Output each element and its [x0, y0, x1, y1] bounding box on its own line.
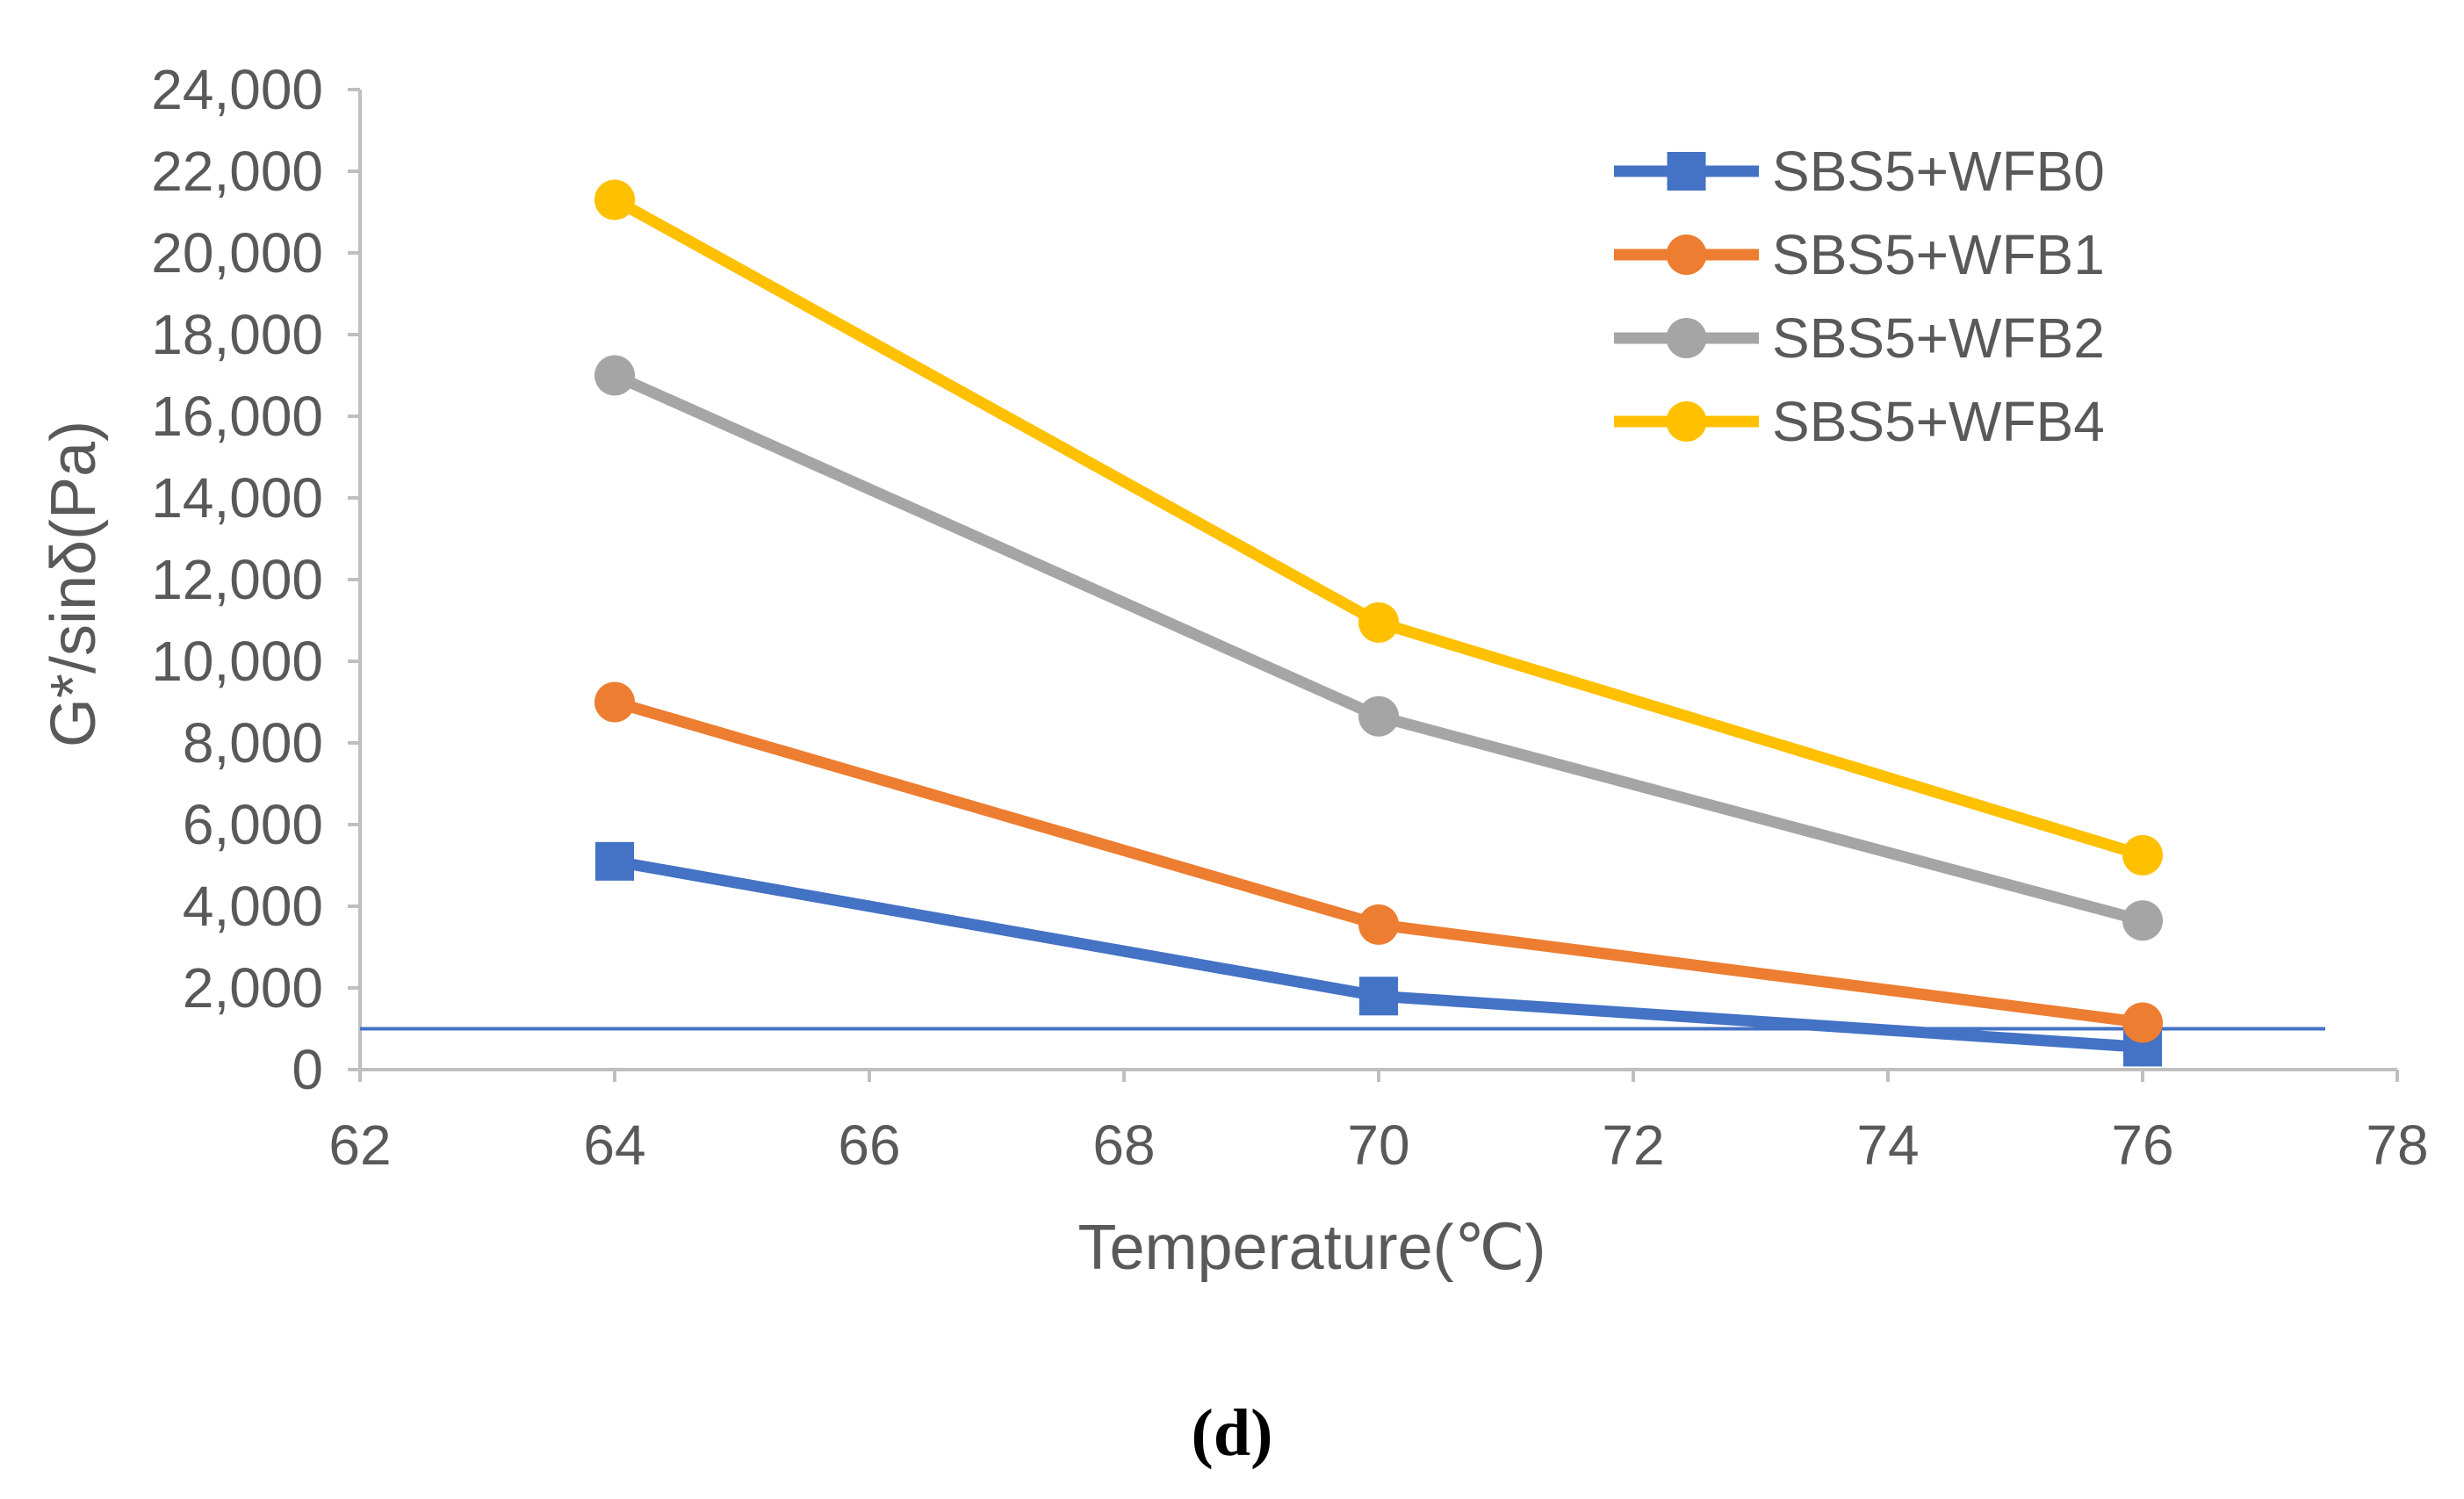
series-layer: [594, 179, 2163, 1067]
y-tick-label: 16,000: [151, 385, 323, 448]
y-tick-label: 4,000: [183, 875, 323, 938]
y-tick-label: 20,000: [151, 221, 323, 285]
y-tick-label: 8,000: [183, 711, 323, 775]
x-tick-label: 70: [1347, 1113, 1409, 1177]
y-axis-title: G*/sinδ(Pa): [39, 421, 109, 747]
legend-label: SBS5+WFB2: [1772, 306, 2105, 370]
y-tick-label: 12,000: [151, 548, 323, 611]
legend-marker: [1666, 401, 1707, 442]
y-tick-label: 18,000: [151, 303, 323, 366]
data-point: [2122, 834, 2163, 876]
data-point: [1359, 977, 1398, 1016]
x-tick-label: 72: [1602, 1113, 1664, 1177]
x-tick-label: 78: [2366, 1113, 2428, 1177]
series-sbs5-wfb0: [595, 841, 2162, 1067]
x-tick-label: 66: [838, 1113, 900, 1177]
x-tick-label: 62: [328, 1113, 391, 1177]
y-tick-label: 2,000: [183, 956, 323, 1020]
legend-item: SBS5+WFB4: [1614, 390, 2105, 453]
y-tick-label: 14,000: [151, 466, 323, 530]
legend-marker: [1666, 318, 1707, 358]
y-ticks: 0 2,000 4,000 6,000 8,000 10,000 12,000 14,000 1…: [151, 58, 360, 1101]
legend-label: SBS5+WFB0: [1772, 140, 2105, 203]
series-line: [611, 194, 2144, 861]
legend-marker: [1666, 234, 1707, 275]
legend-item: SBS5+WFB1: [1614, 223, 2105, 286]
y-tick-label: 10,000: [151, 630, 323, 693]
x-tick-label: 64: [583, 1113, 645, 1177]
y-tick-label: 0: [292, 1038, 323, 1101]
data-point: [1358, 904, 1399, 945]
y-tick-label: 24,000: [151, 58, 323, 121]
panel-label: (d): [1192, 1396, 1273, 1470]
data-point: [594, 681, 635, 723]
legend: SBS5+WFB0 SBS5+WFB1 SBS5+WFB2 SBS5+WFB4: [1614, 140, 2105, 453]
data-point: [1358, 602, 1399, 643]
y-tick-label: 22,000: [151, 140, 323, 203]
series-sbs5-wfb1: [594, 681, 2163, 1043]
legend-marker: [1667, 152, 1706, 191]
x-axis-title: Temperature(℃): [1077, 1213, 1545, 1283]
legend-label: SBS5+WFB1: [1772, 223, 2105, 286]
x-ticks: 62 64 66 68 70 72 74 76 78: [328, 1070, 2429, 1177]
series-line: [613, 855, 2143, 1053]
legend-item: SBS5+WFB0: [1614, 140, 2105, 203]
data-point: [595, 841, 634, 881]
data-point: [2122, 900, 2163, 941]
series-sbs5-wfb4: [594, 179, 2163, 876]
legend-label: SBS5+WFB4: [1772, 390, 2105, 453]
y-tick-label: 6,000: [183, 793, 323, 856]
data-point: [2122, 1002, 2163, 1043]
data-point: [594, 179, 635, 220]
series-sbs5-wfb2: [594, 355, 2163, 941]
x-tick-label: 68: [1092, 1113, 1155, 1177]
series-line: [612, 370, 2144, 926]
data-point: [1358, 695, 1399, 737]
legend-item: SBS5+WFB2: [1614, 306, 2105, 370]
data-point: [594, 355, 635, 396]
x-tick-label: 74: [1856, 1113, 1919, 1177]
x-tick-label: 76: [2111, 1113, 2173, 1177]
